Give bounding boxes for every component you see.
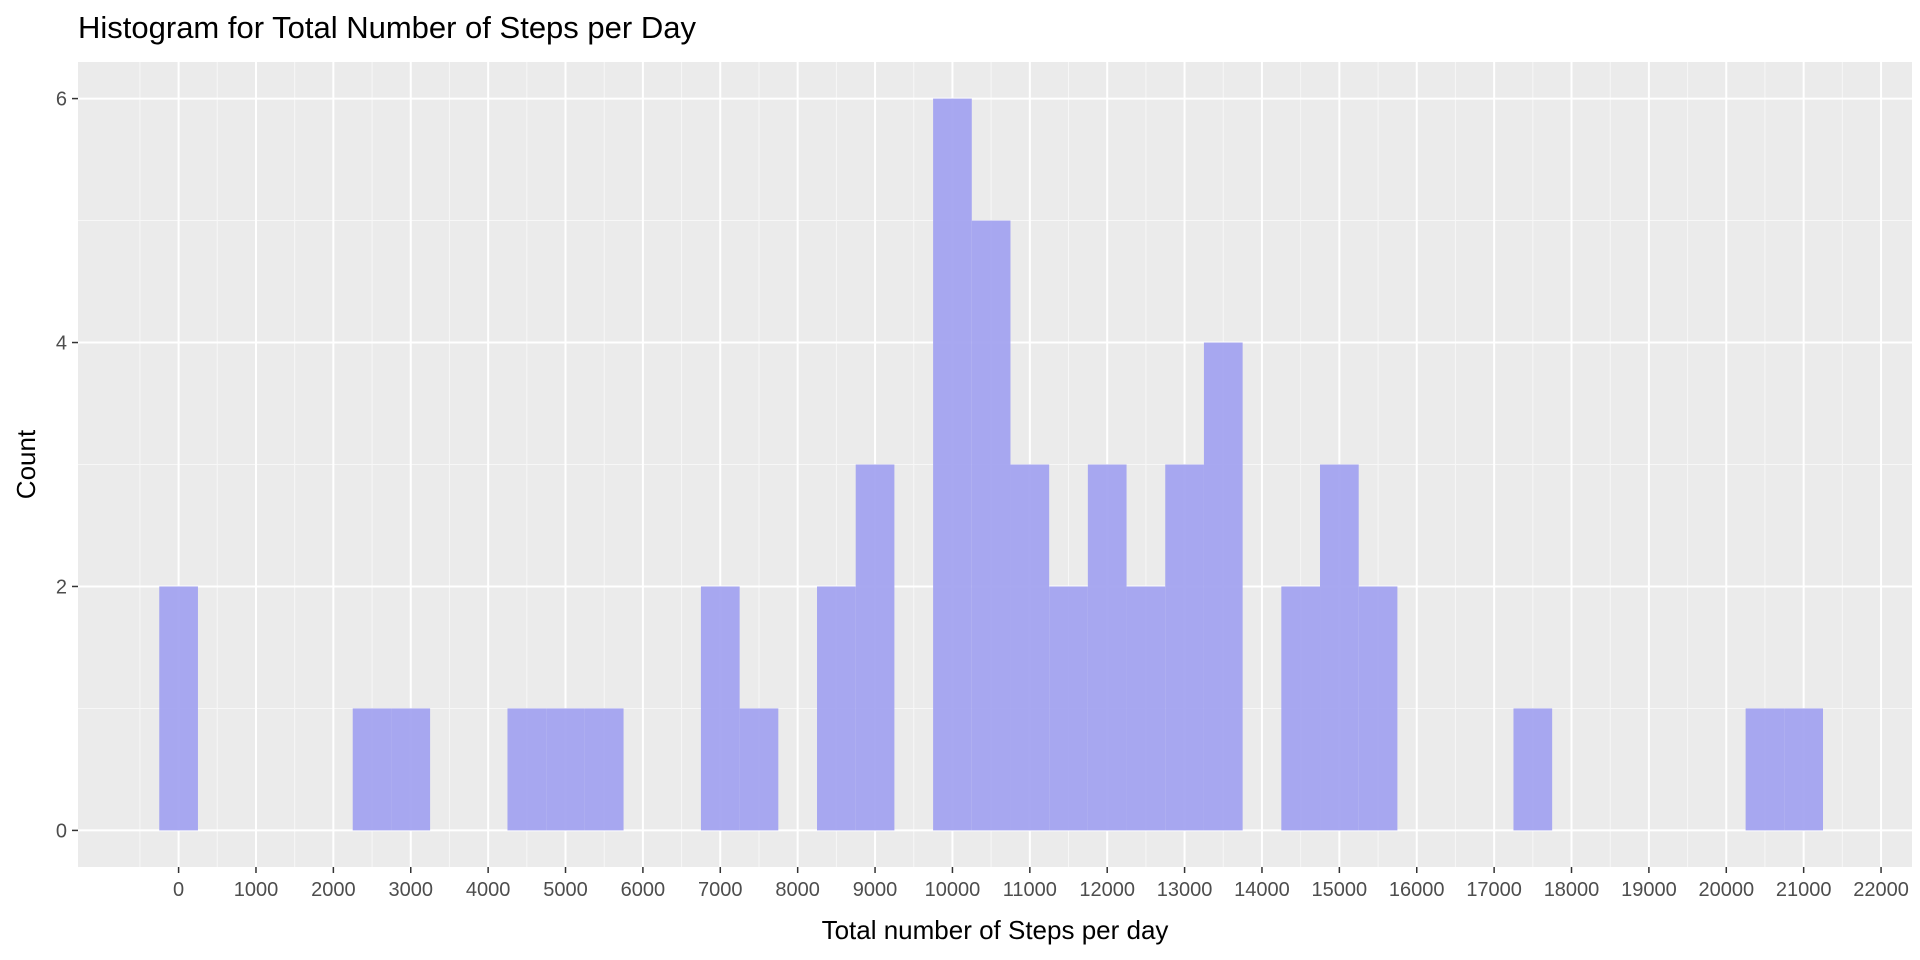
x-tick-label: 10000 xyxy=(925,879,981,901)
x-tick-label: 20000 xyxy=(1698,879,1754,901)
histogram-bar xyxy=(855,464,895,831)
histogram-bar xyxy=(159,586,198,831)
axis-ticks xyxy=(72,97,1882,873)
y-axis-title: Count xyxy=(11,429,41,499)
x-tick-label: 18000 xyxy=(1544,879,1600,901)
x-tick-label: 9000 xyxy=(853,879,898,901)
histogram-bar xyxy=(1126,586,1166,831)
histogram-bar xyxy=(739,708,779,831)
x-tick-label: 4000 xyxy=(466,879,511,901)
x-tick-label: 6000 xyxy=(621,879,666,901)
x-tick-label: 2000 xyxy=(311,879,356,901)
x-axis-tick-labels: 0 1000 2000 3000 4000 5000 6000 7000 8000 9000 100… xyxy=(173,879,1909,901)
histogram-bar xyxy=(1049,586,1088,831)
histogram-bar xyxy=(817,586,856,831)
histogram-bar xyxy=(971,220,1011,831)
histogram-bars xyxy=(159,98,1824,831)
y-tick-label: 2 xyxy=(56,576,67,598)
x-tick-label: 5000 xyxy=(543,879,588,901)
x-tick-label: 17000 xyxy=(1466,879,1522,901)
y-tick-label: 4 xyxy=(56,333,67,355)
histogram-bar xyxy=(1320,464,1359,831)
x-tick-label: 13000 xyxy=(1157,879,1213,901)
x-tick-label: 15000 xyxy=(1312,879,1368,901)
x-tick-label: 7000 xyxy=(698,879,743,901)
histogram-bar xyxy=(933,98,972,831)
x-tick-label: 0 xyxy=(173,879,184,901)
histogram-bar xyxy=(584,708,624,831)
histogram-bar xyxy=(546,708,585,831)
y-tick-label: 6 xyxy=(56,89,67,111)
y-tick-label: 0 xyxy=(56,820,67,842)
x-tick-label: 21000 xyxy=(1776,879,1832,901)
histogram-bar xyxy=(1745,708,1785,831)
histogram-bar xyxy=(1784,708,1824,831)
histogram-bar xyxy=(1513,708,1553,831)
x-tick-label: 11000 xyxy=(1003,879,1057,901)
histogram-bar xyxy=(1087,464,1127,831)
histogram-bar xyxy=(1281,586,1321,831)
histogram-bar xyxy=(700,586,740,831)
x-tick-label: 3000 xyxy=(389,879,434,901)
x-tick-label: 12000 xyxy=(1079,879,1135,901)
x-tick-label: 22000 xyxy=(1853,879,1909,901)
x-tick-label: 14000 xyxy=(1234,879,1290,901)
histogram-bar xyxy=(1203,342,1243,831)
histogram-bar xyxy=(507,708,547,831)
x-tick-label: 1000 xyxy=(234,879,279,901)
histogram-bar xyxy=(1358,586,1398,831)
x-tick-label: 16000 xyxy=(1389,879,1445,901)
x-tick-label: 8000 xyxy=(775,879,820,901)
chart-title: Histogram for Total Number of Steps per … xyxy=(78,10,696,45)
x-tick-label: 19000 xyxy=(1621,879,1677,901)
x-axis-title: Total number of Steps per day xyxy=(822,915,1169,945)
histogram-bar xyxy=(352,708,392,831)
histogram-bar xyxy=(391,708,431,831)
histogram-bar xyxy=(1010,464,1050,831)
histogram-bar xyxy=(1165,464,1204,831)
y-axis-tick-labels: 0 2 4 6 xyxy=(56,89,67,843)
